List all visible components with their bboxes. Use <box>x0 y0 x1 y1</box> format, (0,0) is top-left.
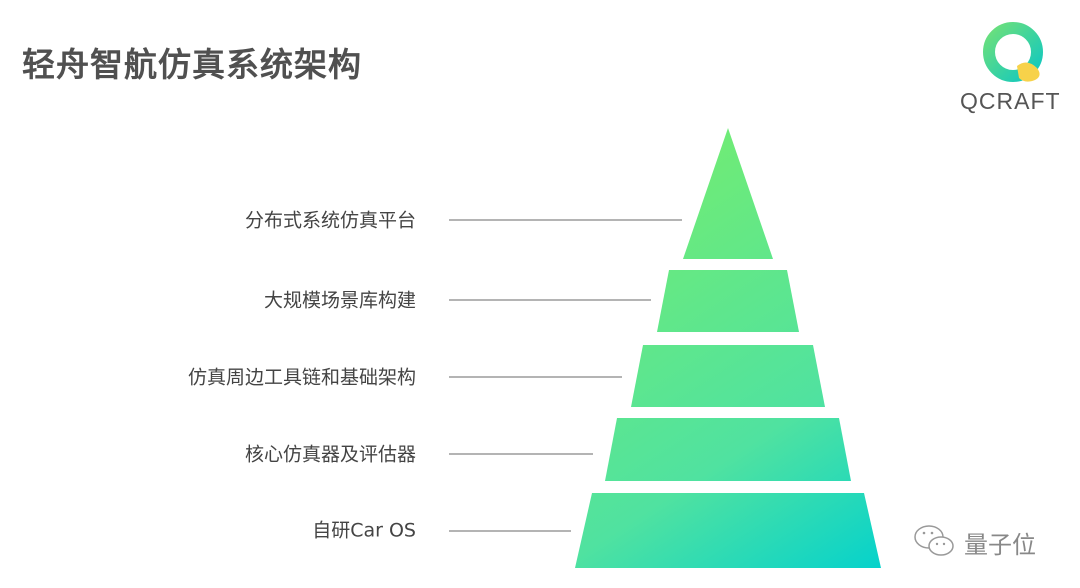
pyramid-layer-5 <box>575 493 881 568</box>
layer-label-3: 仿真周边工具链和基础架构 <box>187 366 416 389</box>
logo-text: QCRAFT <box>960 88 1061 114</box>
pyramid-layer-4 <box>605 418 851 481</box>
watermark-text: 量子位 <box>964 530 1036 559</box>
pyramid-layer-3 <box>631 345 825 407</box>
layer-label-4: 核心仿真器及评估器 <box>244 443 416 466</box>
qcraft-logo-icon <box>983 22 1043 82</box>
layer-label-2: 大规模场景库构建 <box>263 289 416 312</box>
wechat-icon <box>914 525 954 556</box>
page-title: 轻舟智航仿真系统架构 <box>22 45 362 84</box>
layer-label-5: 自研Car OS <box>312 519 416 542</box>
pyramid-layer-1 <box>683 128 773 259</box>
watermark: 量子位 <box>912 522 1036 562</box>
pyramid-layer-2 <box>657 270 799 332</box>
layer-label-1: 分布式系统仿真平台 <box>244 209 416 232</box>
